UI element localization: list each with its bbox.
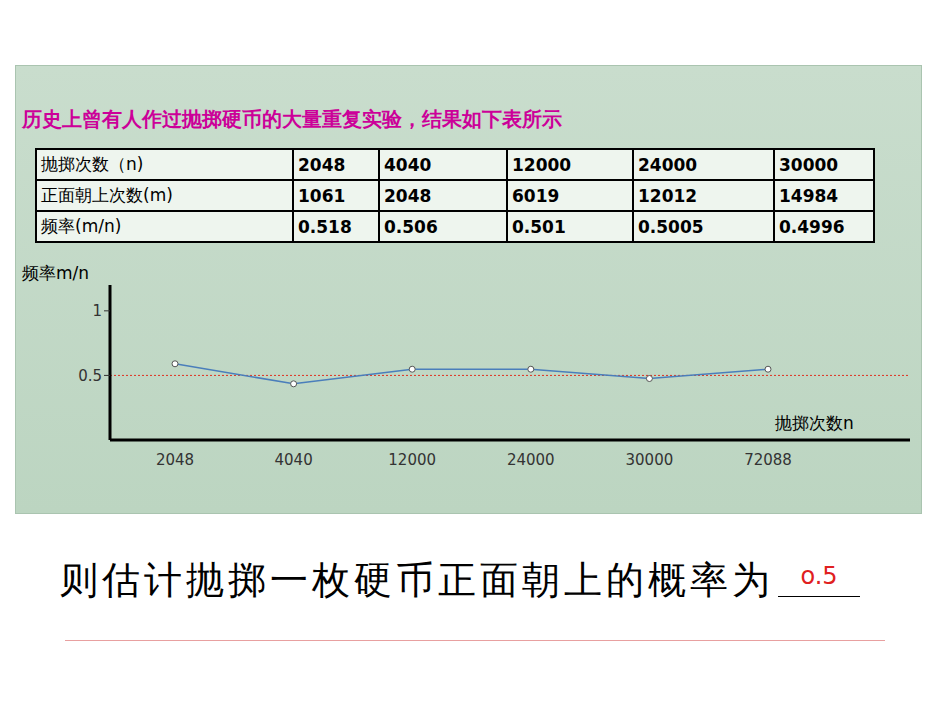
svg-text:4040: 4040 <box>275 451 313 469</box>
html-text:频率(m/n): 频率(m/n) <box>41 216 122 236</box>
html-text:0.506: 0.506 <box>384 216 438 237</box>
svg-text:30000: 30000 <box>626 451 674 469</box>
html-text:12000: 12000 <box>512 154 572 175</box>
html-text:抛掷次数n: 抛掷次数n <box>775 413 854 433</box>
svg-text:1: 1 <box>92 302 102 320</box>
html-text:14984: 14984 <box>779 185 839 206</box>
html-text:历史上曾有人作过抛掷硬币的大量重复实验，结果如下表所示: 历史上曾有人作过抛掷硬币的大量重复实验，结果如下表所示 <box>22 107 562 131</box>
html-text:则估计抛掷一枚硬币正面朝上的概率为: 则估计抛掷一枚硬币正面朝上的概率为 <box>60 559 774 601</box>
html-text:频率m/n: 频率m/n <box>22 263 90 283</box>
html-text:0.518: 0.518 <box>298 216 352 237</box>
html-text:正面朝上次数(m): 正面朝上次数(m) <box>41 185 173 205</box>
svg-text:2048: 2048 <box>156 451 194 469</box>
html-text:2048: 2048 <box>298 154 346 175</box>
svg-text:72088: 72088 <box>744 451 792 469</box>
html-text:24000: 24000 <box>638 154 698 175</box>
svg-text:0.5: 0.5 <box>78 367 102 385</box>
html-text:o.5: o.5 <box>800 562 838 590</box>
svg-text:24000: 24000 <box>507 451 555 469</box>
html-text:抛掷次数（n): 抛掷次数（n) <box>41 154 144 174</box>
html-text:4040: 4040 <box>384 154 432 175</box>
html-text:6019: 6019 <box>512 185 560 206</box>
html-text:2048: 2048 <box>384 185 432 206</box>
svg-text:12000: 12000 <box>388 451 436 469</box>
html-text:12012: 12012 <box>638 185 698 206</box>
html-text:30000: 30000 <box>779 154 839 175</box>
html-text:0.5005: 0.5005 <box>638 216 704 237</box>
html-text:0.4996: 0.4996 <box>779 216 845 237</box>
html-text:1061: 1061 <box>298 185 346 206</box>
html-text:0.501: 0.501 <box>512 216 566 237</box>
